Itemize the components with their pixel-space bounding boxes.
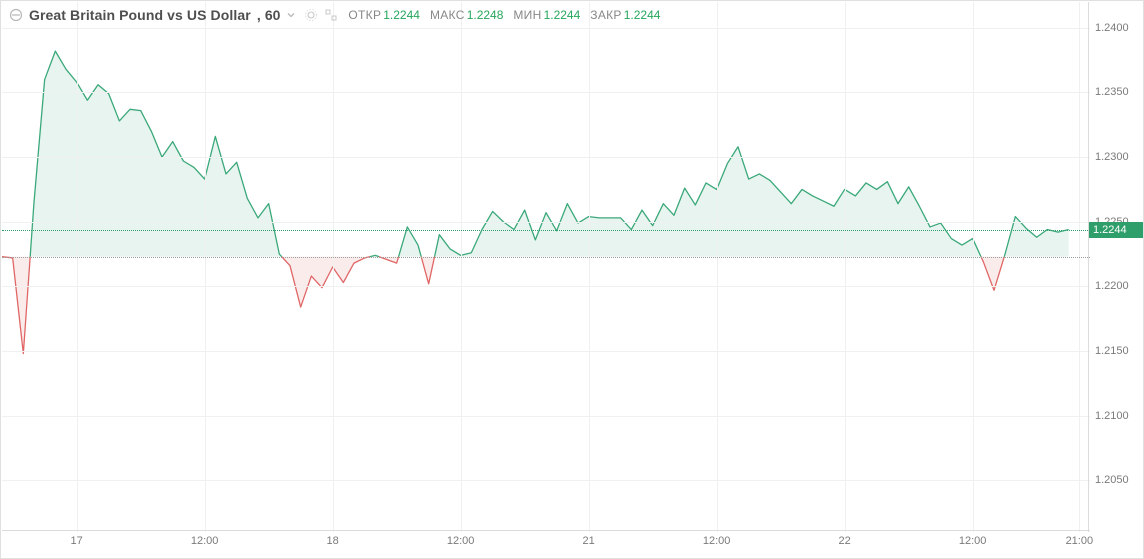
chart-container: Great Britain Pound vs US Dollar, 60 ОТК… [0,0,1144,559]
x-tick-label: 22 [839,535,851,547]
gridline-vertical [461,2,462,532]
symbol-title[interactable]: Great Britain Pound vs US Dollar [29,7,251,23]
gridline-horizontal [2,28,1090,29]
gridline-horizontal [2,92,1090,93]
x-tick-label: 12:00 [447,535,475,547]
settings-icon[interactable] [304,8,318,22]
x-axis[interactable]: 1712:001812:002112:002212:0021:00 [2,530,1090,557]
y-tick-label: 1.2150 [1095,345,1129,357]
chevron-down-icon[interactable] [284,8,298,22]
x-tick-label: 17 [71,535,83,547]
visibility-toggle-icon[interactable] [9,8,23,22]
chart-plot-area[interactable] [2,2,1090,532]
last-price-line [2,230,1090,231]
low-label: МИН [513,8,541,22]
prev-close-line [2,257,1090,258]
gridline-vertical [1079,2,1080,532]
y-tick-label: 1.2050 [1095,474,1129,486]
area-below-baseline [2,257,30,354]
gridline-vertical [973,2,974,532]
gridline-vertical [717,2,718,532]
close-value: 1.2244 [624,8,661,22]
x-tick-label: 12:00 [703,535,731,547]
gridline-horizontal [2,286,1090,287]
x-tick-label: 21 [583,535,595,547]
gridline-horizontal [2,222,1090,223]
last-price-value: 1.2244 [1093,224,1127,236]
high-label: МАКС [430,8,465,22]
area-below-baseline [282,257,370,307]
last-price-tag: 1.2244 [1089,222,1143,238]
gridline-vertical [333,2,334,532]
interval-label[interactable]: 60 [265,7,281,23]
chart-legend: Great Britain Pound vs US Dollar, 60 ОТК… [9,7,660,23]
gridline-vertical [845,2,846,532]
area-above-baseline [30,51,282,257]
y-tick-label: 1.2400 [1095,22,1129,34]
gridline-vertical [589,2,590,532]
open-label: ОТКР [348,8,381,22]
gridline-horizontal [2,157,1090,158]
price-series [2,2,1090,532]
x-tick-label: 18 [327,535,339,547]
gridline-horizontal [2,480,1090,481]
gridline-vertical [77,2,78,532]
gridline-vertical [205,2,206,532]
gridline-horizontal [2,351,1090,352]
close-label: ЗАКР [590,8,621,22]
y-tick-label: 1.2200 [1095,280,1129,292]
y-tick-label: 1.2100 [1095,410,1129,422]
x-tick-label: 12:00 [191,535,219,547]
open-value: 1.2244 [383,8,420,22]
y-axis[interactable]: 1.20501.21001.21501.22001.22501.23001.23… [1088,2,1142,532]
y-tick-label: 1.2300 [1095,151,1129,163]
gridline-horizontal [2,416,1090,417]
y-tick-label: 1.2350 [1095,86,1129,98]
x-tick-label: 21:00 [1066,535,1094,547]
x-tick-label: 12:00 [959,535,987,547]
low-value: 1.2244 [544,8,581,22]
high-value: 1.2248 [467,8,504,22]
compare-icon[interactable] [324,8,338,22]
